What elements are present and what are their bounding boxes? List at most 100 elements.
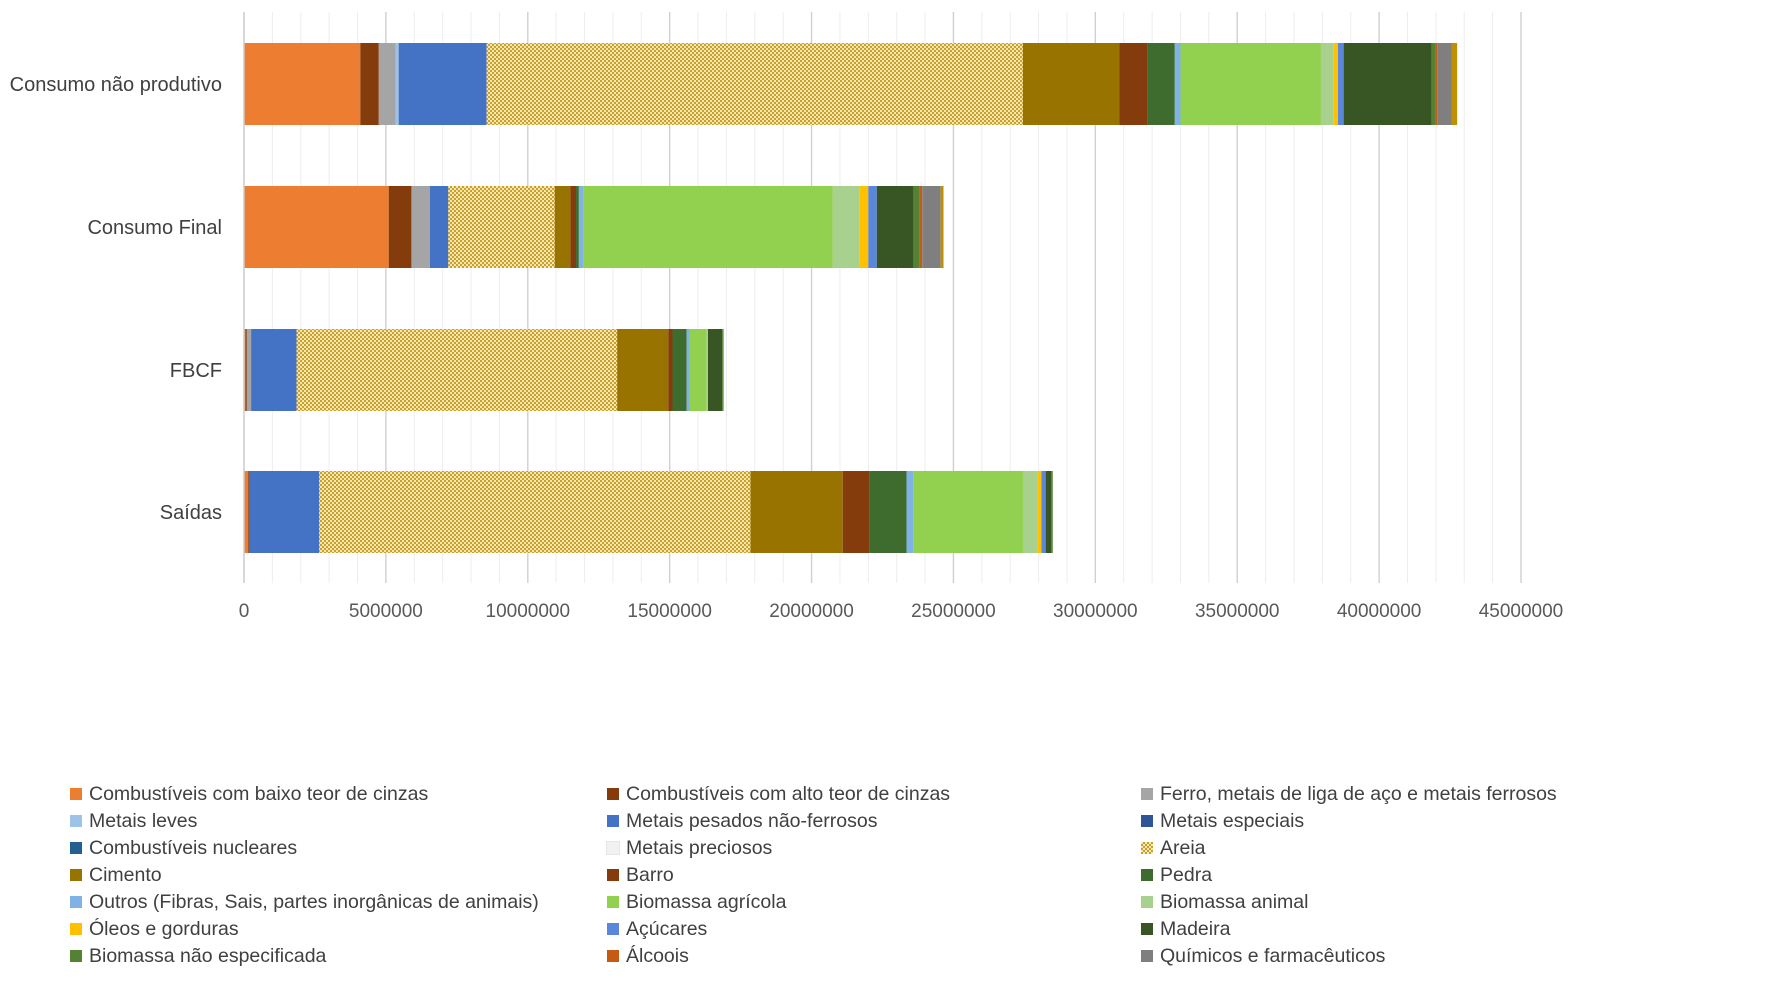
bar-segment: [859, 186, 869, 268]
bar-segment: [395, 43, 399, 125]
bar-segment: [251, 329, 297, 411]
bar-segment: [570, 186, 577, 268]
legend-swatch: [70, 896, 82, 908]
x-tick-label: 20000000: [769, 601, 854, 622]
x-tick-label: 35000000: [1195, 601, 1280, 622]
bar-segment: [913, 471, 1023, 553]
legend-item: Metais pesados não-ferrosos: [607, 809, 1141, 833]
bar-segment: [689, 329, 707, 411]
bar-segment: [686, 329, 690, 411]
bar-segment: [1451, 43, 1458, 125]
legend-item: Cimento: [70, 863, 607, 887]
x-tick-label: 15000000: [627, 601, 712, 622]
legend-label: Metais leves: [89, 810, 198, 832]
bar-segment: [1022, 471, 1038, 553]
legend-label: Combustíveis nucleares: [89, 837, 298, 859]
legend-swatch: [1141, 869, 1153, 881]
bar-segment: [913, 186, 920, 268]
legend-item: Açúcares: [607, 917, 1141, 941]
bar-segment: [1343, 43, 1432, 125]
category-label: Consumo não produtivo: [10, 74, 222, 96]
legend-swatch: [1141, 842, 1153, 854]
legend-swatch: [607, 923, 619, 935]
bar-segment: [1437, 43, 1452, 125]
bar-segment: [486, 43, 1023, 125]
bar-segment: [398, 43, 487, 125]
x-tick-label: 30000000: [1053, 601, 1138, 622]
bar-segment: [319, 471, 751, 553]
legend-label: Biomassa agrícola: [626, 891, 787, 913]
legend-item: Combustíveis com alto teor de cinzas: [607, 782, 1141, 806]
legend-item: Biomassa não especificada: [70, 944, 607, 968]
legend-label: Biomassa animal: [1160, 891, 1309, 913]
bar-segment: [246, 329, 252, 411]
legend-item: Óleos e gorduras: [70, 917, 607, 941]
bar-segment: [1051, 471, 1053, 553]
legend-item: Metais preciosos: [606, 836, 1141, 860]
bar-segment: [940, 186, 944, 268]
category-label: Consumo Final: [87, 217, 222, 239]
bar-segment: [1174, 43, 1181, 125]
bar-segment: [388, 186, 412, 268]
legend-item: Combustíveis com baixo teor de cinzas: [70, 782, 607, 806]
x-tick-label: 40000000: [1337, 601, 1422, 622]
legend-item: Pedra: [1141, 863, 1741, 887]
legend-swatch: [70, 950, 82, 962]
legend-swatch: [607, 815, 619, 827]
bar-segment: [244, 329, 246, 411]
legend-label: Álcoois: [626, 945, 689, 967]
legend-swatch: [1141, 815, 1153, 827]
legend-swatch: [70, 788, 82, 800]
bar-segment: [706, 329, 708, 411]
stacked-bar-chart: Consumo não produtivo Consumo Final FBCF Sa…: [10, 12, 1564, 622]
axes: Consumo não produtivo Consumo Final FBCF Sa…: [10, 12, 1564, 622]
legend-label: Óleos e gorduras: [89, 918, 239, 940]
bar-segment: [245, 329, 247, 411]
legend-swatch: [1141, 896, 1153, 908]
legend-label: Açúcares: [626, 918, 708, 940]
bar-segment: [668, 329, 673, 411]
bar-segment: [876, 186, 914, 268]
bar-segment: [722, 329, 724, 411]
x-tick-label: 0: [239, 601, 250, 622]
bar-segment: [1320, 43, 1334, 125]
legend-swatch: [1141, 788, 1153, 800]
bars: [244, 43, 1458, 553]
legend-swatch: [607, 788, 619, 800]
bar-segment: [583, 186, 833, 268]
legend-label: Areia: [1160, 837, 1206, 859]
bar-segment: [868, 186, 877, 268]
category-label: Saídas: [160, 502, 222, 524]
legend-item: Barro: [607, 863, 1141, 887]
legend-item: Combustíveis nucleares: [70, 836, 607, 860]
bar-segment: [617, 329, 669, 411]
bar-segment: [378, 43, 396, 125]
bar-segment: [1037, 471, 1042, 553]
legend-item: Biomassa animal: [1141, 890, 1741, 914]
legend-swatch: [70, 869, 82, 881]
bar-segment: [1022, 43, 1120, 125]
bar-segment: [248, 471, 250, 553]
bar-segment: [576, 186, 579, 268]
x-tick-label: 45000000: [1479, 601, 1564, 622]
bar-segment: [672, 329, 687, 411]
bar-segment: [429, 186, 449, 268]
legend-swatch: [70, 815, 82, 827]
bar-segment: [842, 471, 870, 553]
legend-label: Químicos e farmacêuticos: [1160, 945, 1386, 967]
bar-segment: [244, 471, 249, 553]
bar-segment: [360, 43, 379, 125]
bar-segment: [1431, 43, 1436, 125]
bar-segment: [922, 186, 941, 268]
bar-segment: [1119, 43, 1148, 125]
bar-segment: [750, 471, 843, 553]
legend-label: Metais especiais: [1160, 810, 1305, 832]
bar-segment: [906, 471, 914, 553]
legend-item: Químicos e farmacêuticos: [1141, 944, 1741, 968]
legend: Combustíveis com baixo teor de cinzas Com…: [70, 782, 1760, 968]
legend-item: Metais leves: [70, 809, 607, 833]
legend-swatch: [606, 841, 620, 855]
bar-segment: [411, 186, 430, 268]
bar-segment: [249, 471, 320, 553]
legend-label: Outros (Fibras, Sais, partes inorgânicas…: [89, 891, 539, 913]
